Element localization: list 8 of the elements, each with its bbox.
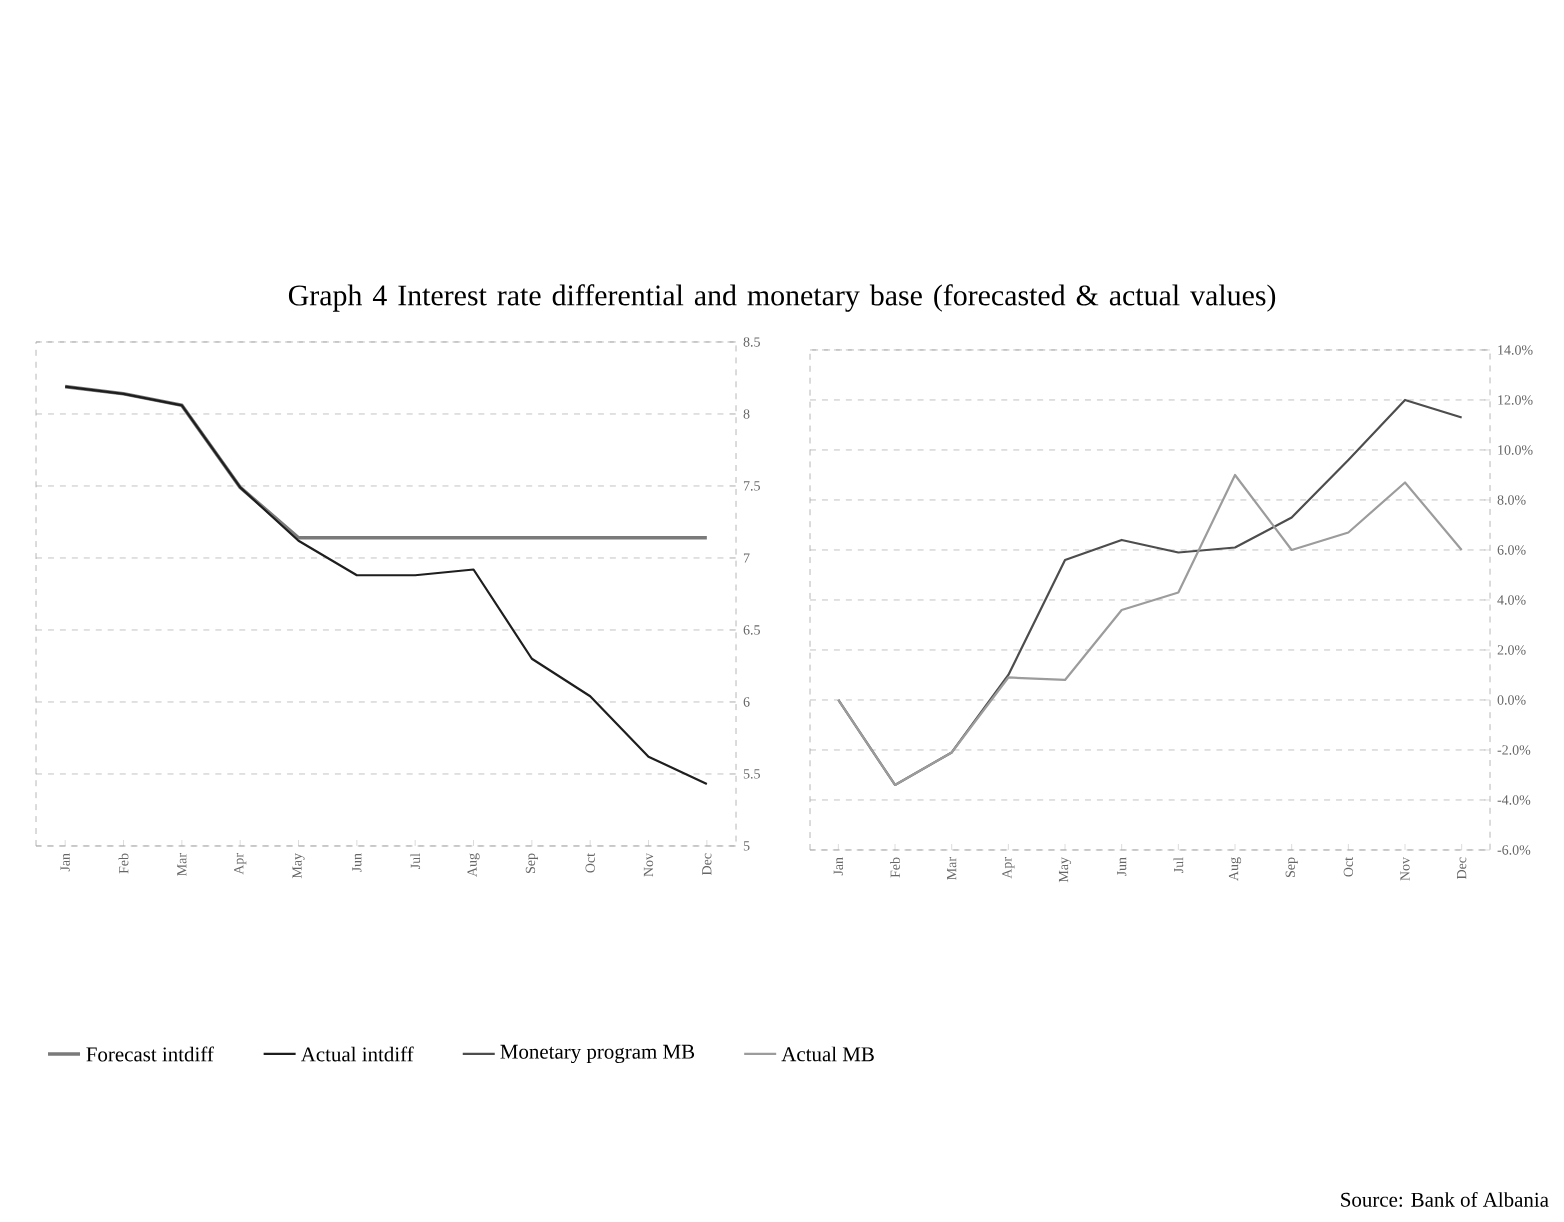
legend-label: Monetary program MB — [500, 1044, 695, 1064]
legend-label: Actual MB — [781, 1046, 874, 1062]
chart-title: Graph 4 Interest rate differential and monetary base (forecasted & actual values) — [288, 284, 1276, 312]
line-series — [837, 473, 1463, 787]
legend-label: Forecast intdiff — [86, 1046, 214, 1062]
legend-label: Actual intdiff — [300, 1046, 414, 1062]
source-note: Source: Bank of Albania — [1341, 1191, 1549, 1207]
line-series — [64, 385, 708, 786]
